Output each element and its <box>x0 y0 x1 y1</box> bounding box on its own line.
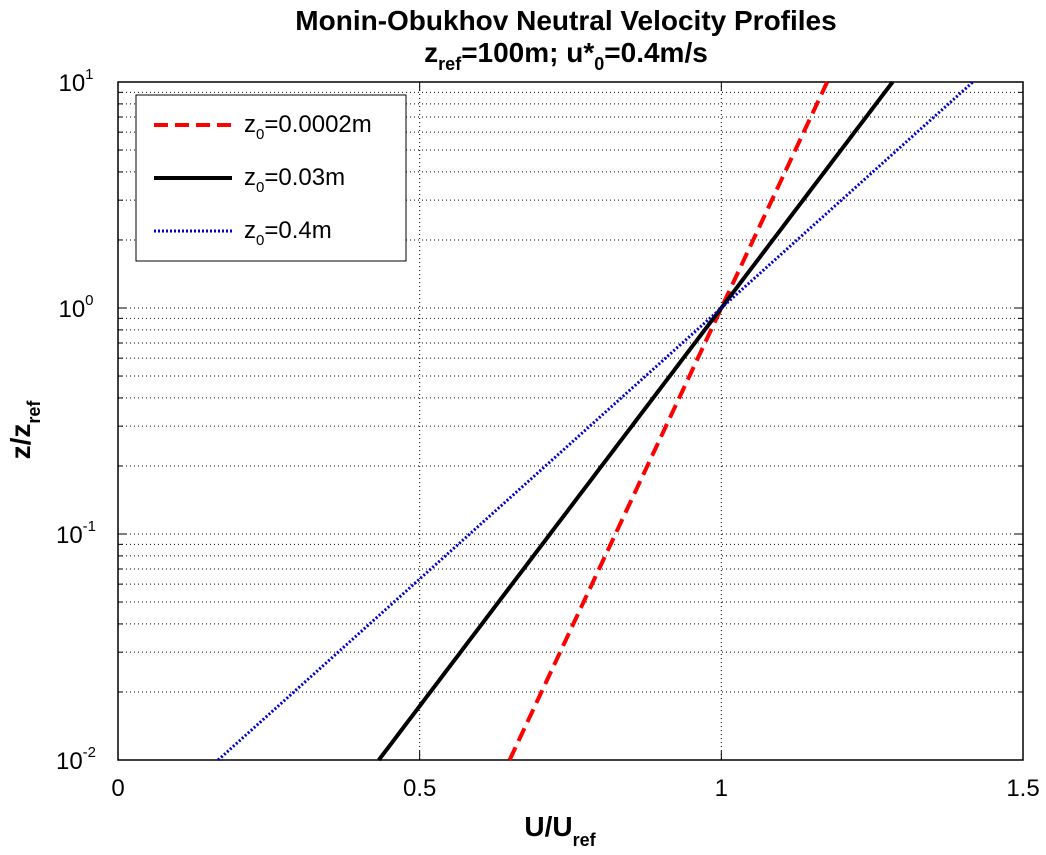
y-axis-label: z/zref <box>5 400 44 460</box>
legend: z0=0.0002m z0=0.03m z0=0.4m <box>135 94 407 262</box>
chart-subtitle: zref=100m; u*0=0.4m/s <box>424 37 708 74</box>
grid <box>118 82 1023 760</box>
series-lines <box>217 80 974 762</box>
y-tick-label: 10-1 <box>56 518 96 549</box>
axis-ticks <box>117 81 1024 761</box>
x-tick-label: 0.5 <box>403 775 436 802</box>
plot-frame <box>117 81 1024 761</box>
y-tick-label: 10-2 <box>56 744 96 775</box>
legend-label-1: z0=0.03m <box>244 164 345 196</box>
series-line-2 <box>217 80 974 762</box>
legend-label-2: z0=0.4m <box>244 217 332 249</box>
y-tick-label: 101 <box>58 66 93 97</box>
chart-title: Monin-Obukhov Neutral Velocity Profiles <box>295 5 836 36</box>
x-axis-label: U/Uref <box>524 811 596 850</box>
y-tick-labels: 10-2 10-1 100 101 <box>56 66 96 775</box>
y-tick-label: 100 <box>58 292 93 323</box>
x-tick-label: 1.5 <box>1006 775 1039 802</box>
x-tick-label: 1 <box>715 775 728 802</box>
x-tick-label: 0 <box>111 775 124 802</box>
series-line-1 <box>377 80 895 762</box>
legend-label-0: z0=0.0002m <box>244 111 372 143</box>
x-tick-labels: 0 0.5 1 1.5 <box>111 775 1039 802</box>
